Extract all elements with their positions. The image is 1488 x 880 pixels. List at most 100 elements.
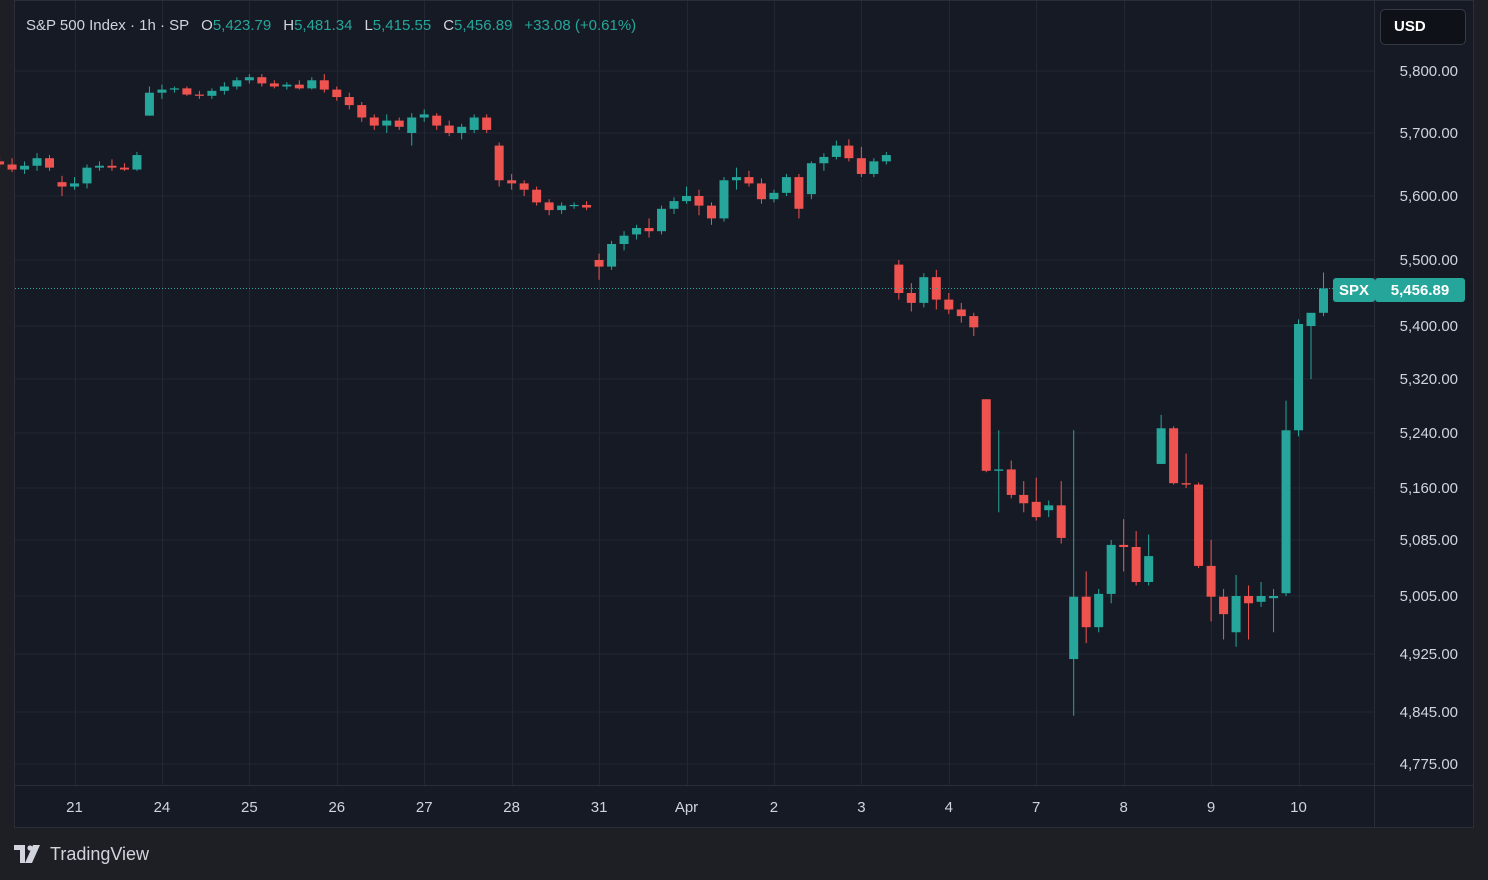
candle[interactable] [869,158,879,178]
candle[interactable] [419,109,429,122]
candle[interactable] [1319,272,1328,317]
candle[interactable] [119,163,129,171]
candle[interactable] [1006,460,1016,499]
candle[interactable] [1181,453,1191,488]
symbol-title[interactable]: S&P 500 Index · 1h · SP [26,17,190,34]
candle[interactable] [20,161,30,174]
candle[interactable] [1131,530,1141,586]
candle[interactable] [544,199,554,216]
candle[interactable] [856,146,866,178]
candle[interactable] [1256,582,1266,607]
candle[interactable] [682,186,692,204]
candle[interactable] [344,92,354,110]
candle[interactable] [1156,414,1166,464]
candle[interactable] [1144,534,1154,586]
candle[interactable] [694,189,704,216]
candle[interactable] [294,80,304,90]
candle[interactable] [244,74,254,84]
candle[interactable] [169,86,179,93]
candle[interactable] [1044,500,1054,518]
candle[interactable] [369,114,379,130]
candle[interactable] [382,114,392,133]
candle[interactable] [744,170,754,187]
candle[interactable] [1031,477,1041,521]
candle[interactable] [407,113,417,146]
candle[interactable] [45,155,55,171]
candle[interactable] [182,86,192,96]
candle[interactable] [132,151,142,171]
candle[interactable] [831,140,841,160]
candle[interactable] [607,240,617,270]
candle[interactable] [644,218,654,238]
candle[interactable] [144,86,154,116]
candle[interactable] [70,177,79,190]
candle[interactable] [432,113,442,130]
chart-pane[interactable] [14,0,1474,828]
candle[interactable] [894,260,904,300]
candle[interactable] [1194,482,1204,569]
candle[interactable] [532,186,542,206]
candle[interactable] [319,74,329,93]
candle[interactable] [194,90,204,99]
candle[interactable] [1269,589,1279,633]
candle[interactable] [1069,430,1079,716]
candle[interactable] [569,202,579,209]
candle[interactable] [594,253,604,280]
candle[interactable] [582,201,592,211]
candle[interactable] [632,224,642,240]
candle[interactable] [207,88,217,99]
candle[interactable] [669,197,679,214]
brand-logo[interactable]: TradingView [14,843,149,865]
candle[interactable] [32,153,42,171]
candle[interactable] [794,173,804,219]
candle[interactable] [7,158,17,173]
candle[interactable] [519,180,529,196]
candle[interactable] [1119,519,1129,572]
candle[interactable] [956,302,966,323]
candle[interactable] [781,173,791,196]
candle[interactable] [444,120,454,137]
candle[interactable] [906,283,916,312]
candle[interactable] [94,161,104,171]
candle[interactable] [1081,571,1091,644]
candle[interactable] [1306,312,1316,379]
candle[interactable] [0,155,5,168]
candle[interactable] [282,82,292,90]
candle[interactable] [731,167,741,190]
candle[interactable] [944,293,954,315]
candle[interactable] [457,123,467,140]
candle[interactable] [919,273,929,308]
candle[interactable] [706,202,716,225]
candle[interactable] [819,153,829,171]
candle[interactable] [756,178,766,204]
candle[interactable] [1281,400,1291,596]
candle[interactable] [1106,540,1116,604]
candle[interactable] [332,86,342,101]
candle[interactable] [1169,426,1179,485]
candle[interactable] [619,231,629,251]
candle[interactable] [769,189,779,203]
candle[interactable] [482,114,492,133]
candle[interactable] [1206,540,1216,622]
candle[interactable] [657,205,667,235]
candle[interactable] [969,312,979,336]
candle[interactable] [1219,589,1229,640]
candle[interactable] [557,202,567,214]
candle[interactable] [1294,319,1304,437]
candle[interactable] [1244,585,1254,640]
candle[interactable] [1094,589,1104,633]
candle[interactable] [719,177,729,222]
candle[interactable] [232,77,242,90]
candle[interactable] [82,164,92,189]
candle[interactable] [881,151,891,165]
candle[interactable] [269,80,279,89]
candle[interactable] [1231,575,1241,647]
candle[interactable] [507,173,517,190]
candle[interactable] [257,74,267,87]
candle[interactable] [219,82,229,95]
candle[interactable] [981,399,991,473]
candle[interactable] [357,102,367,122]
candle[interactable] [844,139,854,162]
candle[interactable] [157,84,167,99]
candle[interactable] [931,269,941,310]
